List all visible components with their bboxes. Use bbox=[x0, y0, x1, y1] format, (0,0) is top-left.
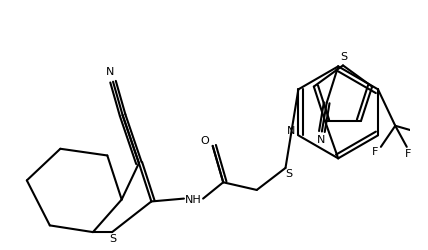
Text: S: S bbox=[110, 234, 116, 244]
Text: F: F bbox=[427, 128, 428, 138]
Text: N: N bbox=[106, 67, 114, 77]
Text: S: S bbox=[340, 52, 348, 62]
Text: N: N bbox=[317, 135, 325, 145]
Text: NH: NH bbox=[185, 196, 202, 205]
Text: O: O bbox=[201, 136, 209, 146]
Text: F: F bbox=[404, 148, 411, 158]
Text: F: F bbox=[372, 147, 378, 157]
Text: N: N bbox=[286, 126, 295, 136]
Text: S: S bbox=[285, 169, 292, 179]
